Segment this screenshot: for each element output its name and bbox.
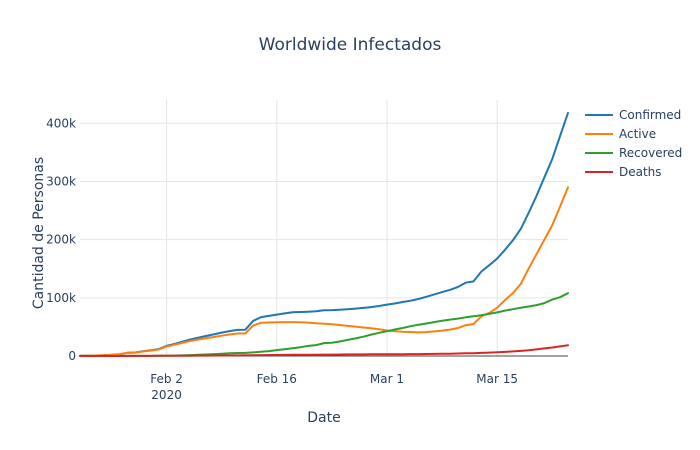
series-line-deaths[interactable]	[79, 344, 569, 357]
legend[interactable]: Confirmed Active Recovered Deaths	[585, 108, 682, 179]
series-line-active[interactable]	[79, 186, 569, 357]
legend-label: Deaths	[619, 165, 662, 179]
x-tick-label: Feb 2	[150, 372, 183, 386]
gridlines	[80, 100, 568, 357]
x-tick-label: Mar 15	[476, 372, 518, 386]
x-tick-label: Feb 16	[257, 372, 297, 386]
legend-label: Recovered	[619, 146, 682, 160]
chart-title: Worldwide Infectados	[259, 35, 442, 55]
legend-item-recovered[interactable]: Recovered	[585, 146, 682, 160]
legend-label: Active	[619, 127, 656, 141]
x-tick-label: Mar 1	[370, 372, 404, 386]
series-lines	[79, 111, 569, 357]
legend-item-deaths[interactable]: Deaths	[585, 165, 662, 179]
axes: 0 100k 200k 300k 400k Feb 2 2020 Feb 16 Mar 1 Mar…	[46, 116, 518, 402]
legend-item-confirmed[interactable]: Confirmed	[585, 108, 681, 122]
y-tick-label: 200k	[46, 233, 76, 247]
series-line-confirmed[interactable]	[79, 111, 569, 357]
legend-item-active[interactable]: Active	[585, 127, 656, 141]
x-tick-sublabel: 2020	[151, 388, 182, 402]
y-tick-label: 300k	[46, 174, 76, 188]
y-tick-label: 400k	[46, 116, 76, 130]
y-axis-title: Cantidad de Personas	[31, 157, 47, 309]
y-tick-label: 0	[68, 349, 76, 363]
y-tick-label: 100k	[46, 291, 76, 305]
legend-label: Confirmed	[619, 108, 681, 122]
x-axis-title: Date	[307, 410, 340, 426]
